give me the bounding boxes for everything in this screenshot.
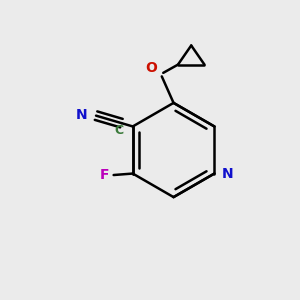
Text: N: N: [76, 108, 87, 122]
Text: N: N: [222, 167, 233, 181]
Text: C: C: [114, 124, 123, 137]
Text: O: O: [146, 61, 158, 75]
Text: F: F: [100, 168, 109, 182]
